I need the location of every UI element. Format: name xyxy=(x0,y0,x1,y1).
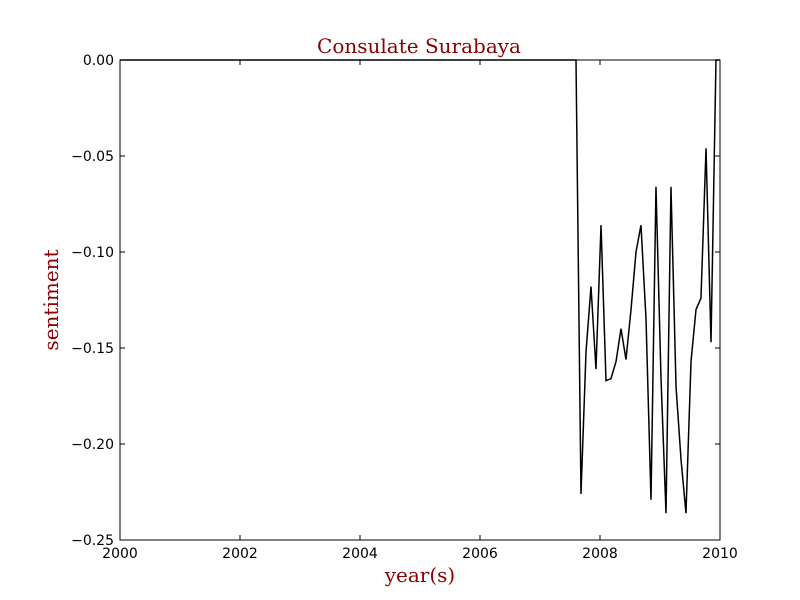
x-axis: 2000 2002 2004 2006 2008 2010 xyxy=(102,60,738,562)
y-tick-label: −0.05 xyxy=(71,149,114,165)
x-tick-label: 2004 xyxy=(342,546,378,562)
y-tick-label: −0.10 xyxy=(71,245,114,261)
x-axis-label: year(s) xyxy=(384,563,456,587)
series-line xyxy=(120,59,720,514)
y-tick-label: −0.15 xyxy=(71,341,114,357)
plot-area xyxy=(119,59,721,541)
x-tick-label: 2002 xyxy=(222,546,258,562)
y-tick-label: 0.00 xyxy=(83,53,114,69)
y-tick-label: −0.25 xyxy=(71,533,114,549)
x-tick-label: 2006 xyxy=(462,546,498,562)
y-axis: 0.00 −0.05 −0.10 −0.15 −0.20 −0.25 xyxy=(71,53,720,549)
series-layer xyxy=(120,59,720,514)
x-tick-label: 2010 xyxy=(702,546,738,562)
y-tick-label: −0.20 xyxy=(71,437,114,453)
x-tick-label: 2008 xyxy=(582,546,618,562)
chart-title: Consulate Surabaya xyxy=(317,34,521,58)
y-axis-label: sentiment xyxy=(39,249,63,350)
x-tick-label: 2000 xyxy=(102,546,138,562)
